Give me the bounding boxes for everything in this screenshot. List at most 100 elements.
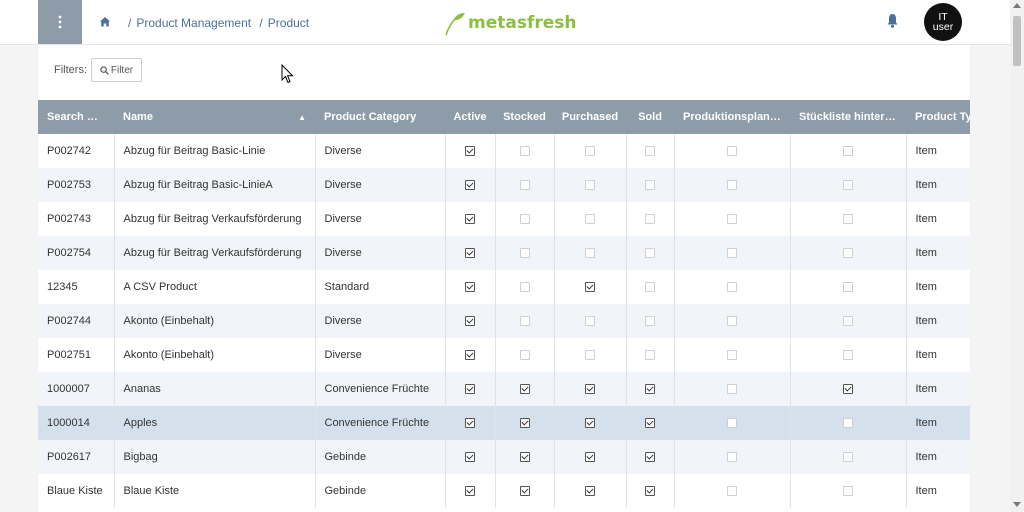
checkbox-unchecked[interactable] — [727, 452, 737, 463]
checkbox-unchecked[interactable] — [585, 350, 595, 361]
table-row[interactable]: P002743 Abzug für Beitrag Verkaufsförderu… — [38, 202, 970, 236]
checkbox-unchecked[interactable] — [843, 146, 853, 157]
checkbox-unchecked[interactable] — [585, 214, 595, 225]
checkbox-checked[interactable] — [645, 418, 655, 429]
checkbox-checked[interactable] — [465, 214, 475, 225]
checkbox-checked[interactable] — [465, 452, 475, 463]
checkbox-checked[interactable] — [465, 486, 475, 497]
checkbox-unchecked[interactable] — [727, 418, 737, 429]
scrollbar-thumb[interactable] — [1013, 16, 1021, 66]
cell-stocked — [495, 270, 555, 304]
cell-bom — [790, 134, 907, 168]
scroll-down-arrow-icon[interactable] — [1013, 502, 1021, 507]
checkbox-checked[interactable] — [645, 452, 655, 463]
checkbox-unchecked[interactable] — [843, 316, 853, 327]
checkbox-unchecked[interactable] — [843, 486, 853, 497]
column-header-active[interactable]: Active — [445, 100, 495, 134]
column-header-purchased[interactable]: Purchased — [554, 100, 626, 134]
checkbox-checked[interactable] — [585, 384, 595, 395]
column-header-produktionsplanung[interactable]: Produktionspland… — [674, 100, 790, 134]
checkbox-checked[interactable] — [585, 418, 595, 429]
table-row[interactable]: 1000014 Apples Convenience Früchte Item — [38, 406, 970, 440]
checkbox-checked[interactable] — [843, 384, 853, 395]
column-header-name[interactable]: Name ▲ — [114, 100, 315, 134]
checkbox-checked[interactable] — [519, 418, 530, 429]
checkbox-unchecked[interactable] — [727, 486, 737, 497]
checkbox-checked[interactable] — [645, 486, 655, 497]
checkbox-unchecked[interactable] — [727, 146, 737, 157]
checkbox-unchecked[interactable] — [645, 350, 655, 361]
checkbox-unchecked[interactable] — [727, 316, 737, 327]
checkbox-unchecked[interactable] — [843, 180, 853, 191]
table-row[interactable]: P002754 Abzug für Beitrag Verkaufsförderu… — [38, 236, 970, 270]
column-header-sold[interactable]: Sold — [626, 100, 674, 134]
checkbox-checked[interactable] — [465, 146, 475, 157]
checkbox-unchecked[interactable] — [519, 316, 530, 327]
table-row[interactable]: P002742 Abzug für Beitrag Basic-Linie Dive… — [38, 134, 970, 168]
scroll-up-arrow-icon[interactable] — [1013, 3, 1021, 8]
checkbox-unchecked[interactable] — [519, 350, 530, 361]
checkbox-unchecked[interactable] — [519, 214, 530, 225]
checkbox-unchecked[interactable] — [727, 384, 737, 395]
column-header-stueckliste[interactable]: Stückliste hinterl… — [790, 100, 906, 134]
checkbox-unchecked[interactable] — [843, 214, 853, 225]
checkbox-checked[interactable] — [465, 384, 475, 395]
column-header-product-type[interactable]: Product Ty — [906, 100, 970, 134]
breadcrumb-item-product[interactable]: Product — [267, 16, 310, 30]
checkbox-unchecked[interactable] — [519, 282, 530, 293]
bell-icon[interactable] — [886, 13, 899, 29]
checkbox-unchecked[interactable] — [585, 248, 595, 259]
column-header-product-category[interactable]: Product Category — [315, 100, 445, 134]
checkbox-unchecked[interactable] — [645, 316, 655, 327]
menu-button[interactable] — [38, 0, 82, 44]
checkbox-checked[interactable] — [645, 384, 655, 395]
checkbox-checked[interactable] — [465, 180, 475, 191]
table-row[interactable]: P002617 Bigbag Gebinde Item — [38, 440, 970, 474]
checkbox-checked[interactable] — [585, 486, 595, 497]
checkbox-unchecked[interactable] — [727, 282, 737, 293]
checkbox-checked[interactable] — [519, 452, 530, 463]
table-row[interactable]: P002751 Akonto (Einbehalt) Diverse Item — [38, 338, 970, 372]
checkbox-unchecked[interactable] — [843, 248, 853, 259]
checkbox-unchecked[interactable] — [645, 214, 655, 225]
column-header-stocked[interactable]: Stocked — [495, 100, 554, 134]
checkbox-checked[interactable] — [585, 452, 595, 463]
checkbox-unchecked[interactable] — [585, 146, 595, 157]
checkbox-checked[interactable] — [519, 384, 530, 395]
filter-button[interactable]: Filter — [91, 58, 142, 82]
checkbox-unchecked[interactable] — [519, 180, 530, 191]
table-row[interactable]: 1000007 Ananas Convenience Früchte Item — [38, 372, 970, 406]
checkbox-unchecked[interactable] — [519, 248, 530, 259]
table-row[interactable]: 12345 A CSV Product Standard Item — [38, 270, 970, 304]
checkbox-checked[interactable] — [585, 282, 595, 293]
table-row[interactable]: P002753 Abzug für Beitrag Basic-LinieA Div… — [38, 168, 970, 202]
checkbox-unchecked[interactable] — [585, 180, 595, 191]
table-row[interactable]: Blaue Kiste Blaue Kiste Gebinde Item — [38, 474, 970, 508]
checkbox-unchecked[interactable] — [727, 350, 737, 361]
checkbox-checked[interactable] — [465, 248, 475, 259]
checkbox-unchecked[interactable] — [727, 180, 737, 191]
checkbox-unchecked[interactable] — [727, 214, 737, 225]
user-avatar[interactable]: IT user — [924, 3, 962, 41]
checkbox-checked[interactable] — [465, 350, 475, 361]
checkbox-unchecked[interactable] — [645, 248, 655, 259]
checkbox-unchecked[interactable] — [585, 316, 595, 327]
table-row[interactable]: P002744 Akonto (Einbehalt) Diverse Item — [38, 304, 970, 338]
checkbox-checked[interactable] — [465, 282, 475, 293]
checkbox-checked[interactable] — [519, 486, 530, 497]
checkbox-unchecked[interactable] — [843, 418, 853, 429]
checkbox-unchecked[interactable] — [645, 180, 655, 191]
checkbox-unchecked[interactable] — [843, 282, 853, 293]
checkbox-unchecked[interactable] — [727, 248, 737, 259]
checkbox-unchecked[interactable] — [519, 146, 530, 157]
column-header-search-key[interactable]: Search Key — [38, 100, 114, 134]
page-scrollbar[interactable] — [1010, 0, 1024, 512]
home-icon[interactable] — [98, 15, 112, 29]
checkbox-checked[interactable] — [465, 316, 475, 327]
checkbox-unchecked[interactable] — [843, 452, 853, 463]
checkbox-checked[interactable] — [465, 418, 475, 429]
checkbox-unchecked[interactable] — [645, 282, 655, 293]
checkbox-unchecked[interactable] — [843, 350, 853, 361]
breadcrumb-item-product-management[interactable]: Product Management — [136, 16, 252, 30]
checkbox-unchecked[interactable] — [645, 146, 655, 157]
